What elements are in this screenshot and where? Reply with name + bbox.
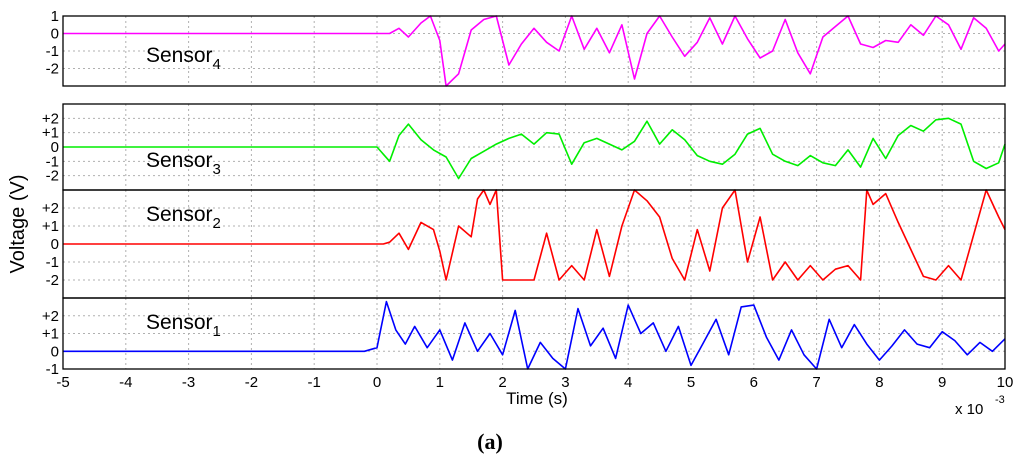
sensor-1-signal	[63, 300, 1006, 370]
x-tick-label: 3	[561, 374, 569, 391]
series-layer	[63, 15, 1006, 370]
y-tick-label: +1	[42, 326, 59, 343]
panel-frame-sensor-1	[62, 297, 1006, 370]
sensor-3-label: Sensor3	[146, 149, 221, 178]
sensor-4-label: Sensor4	[146, 44, 221, 73]
sensor-subscript: 1	[213, 323, 221, 340]
x-tick-label: -5	[56, 374, 69, 391]
y-tick-label: -1	[46, 43, 59, 60]
y-tick-label: +1	[42, 125, 59, 142]
x-tick-label: 5	[687, 374, 695, 391]
panel-frame-sensor-4	[62, 15, 1006, 87]
y-tick-label: -1	[46, 153, 59, 170]
sensor-4-signal	[63, 15, 1006, 87]
y-tick-label: +2	[42, 308, 59, 325]
x-tick-label: -1	[308, 374, 321, 391]
x-tick-label: 0	[373, 374, 381, 391]
y-tick-label: +2	[42, 110, 59, 127]
y-tick-label: -1	[46, 361, 59, 378]
y-tick-label: -2	[46, 272, 59, 289]
y-tick-label: 0	[51, 343, 59, 360]
y-tick-label: 0	[51, 139, 59, 156]
x-tick-label: 10	[997, 374, 1014, 391]
sensor-2-label: Sensor2	[146, 203, 221, 232]
sensor-subscript: 4	[213, 56, 221, 73]
sensor-3-signal	[63, 117, 1006, 180]
x-multiplier-exponent: -3	[995, 394, 1005, 406]
sensor-name: Sensor	[146, 311, 213, 334]
x-tick-label: 9	[938, 374, 946, 391]
sensor-name: Sensor	[146, 203, 213, 226]
y-tick-label: -2	[46, 168, 59, 185]
sensor-subscript: 2	[213, 215, 221, 232]
y-tick-label: -2	[46, 61, 59, 78]
x-tick-label: -2	[245, 374, 258, 391]
x-multiplier-text: x 10	[955, 401, 983, 418]
figure-caption: (a)	[477, 429, 503, 454]
frame-layer	[62, 15, 1006, 370]
x-tick-label: 8	[875, 374, 883, 391]
x-tick-label: 6	[750, 374, 758, 391]
y-tick-label: 0	[51, 236, 59, 253]
sensor-subscript: 3	[213, 161, 221, 178]
y-tick-label: 1	[51, 8, 59, 25]
sensor-name: Sensor	[146, 149, 213, 172]
sensor-1-label: Sensor1	[146, 311, 221, 340]
sensor-name: Sensor	[146, 44, 213, 67]
x-tick-label: 1	[436, 374, 444, 391]
x-exponent-note: x 10 -3	[955, 394, 1005, 418]
x-axis-label: Time (s)	[506, 389, 568, 408]
x-tick-label: 2	[498, 374, 506, 391]
tick-layer: 10-1-2Sensor4+2+10-1-2Sensor3+2+10-1-2Se…	[42, 8, 1013, 391]
y-tick-label: -1	[46, 254, 59, 271]
x-tick-label: 7	[812, 374, 820, 391]
y-tick-label: +2	[42, 200, 59, 217]
y-tick-label: 0	[51, 26, 59, 43]
y-tick-label: +1	[42, 218, 59, 235]
y-axis-label: Voltage (V)	[7, 175, 29, 274]
x-tick-label: -3	[182, 374, 195, 391]
x-tick-label: 4	[624, 374, 632, 391]
sensor-2-signal	[63, 189, 1006, 281]
x-tick-label: -4	[119, 374, 132, 391]
